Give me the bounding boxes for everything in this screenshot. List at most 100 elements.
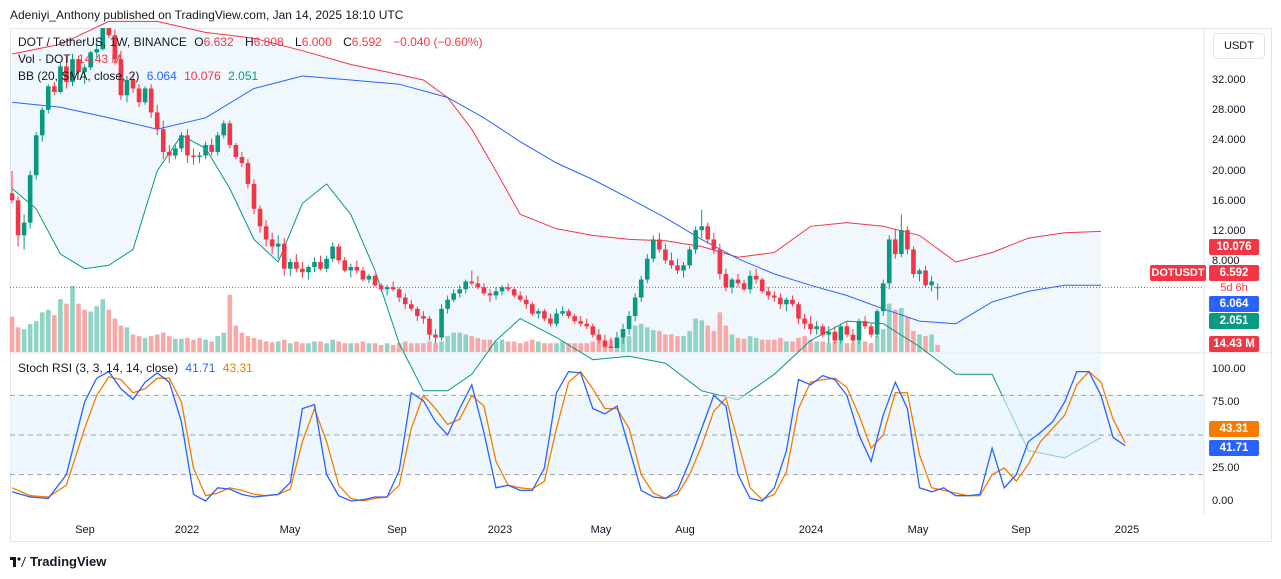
symbol-name[interactable]: DOT / TetherUS, 1W, BINANCE — [18, 35, 187, 49]
candle-body — [530, 304, 535, 314]
candle-body — [451, 293, 456, 300]
volume-bar — [197, 337, 202, 352]
candle-body — [765, 291, 771, 296]
price-tick: 20.000 — [1212, 165, 1246, 177]
candle-body — [142, 88, 148, 103]
candle-body — [354, 267, 360, 271]
countdown-badge: 5d 6h — [1220, 282, 1248, 294]
candle-body — [523, 299, 529, 305]
volume-bar — [402, 341, 408, 352]
volume-bar — [427, 341, 432, 352]
candle-body — [396, 289, 402, 298]
candle-body — [711, 239, 717, 250]
volume-bar — [306, 343, 311, 352]
tradingview-logo[interactable]: TradingView — [10, 554, 106, 569]
volume-bar — [130, 334, 136, 352]
candle-body — [209, 145, 214, 152]
time-tick: Sep — [387, 524, 407, 536]
candle-body — [130, 80, 136, 89]
time-tick: May — [590, 524, 612, 536]
candle-body — [33, 135, 39, 176]
candle-body — [52, 86, 57, 93]
volume-bar — [747, 336, 753, 352]
candle-body — [487, 293, 493, 296]
volume-bar — [360, 341, 366, 352]
volume-badge: 14.43 M — [1209, 336, 1259, 352]
volume-bar — [759, 339, 765, 352]
volume-bar — [185, 337, 190, 352]
volume-bar — [899, 308, 904, 352]
volume-label[interactable]: Vol · DOT — [18, 52, 71, 66]
candle-body — [886, 239, 892, 284]
time-tick: May — [279, 524, 301, 536]
candle-body — [669, 260, 674, 266]
volume-bar — [70, 286, 75, 352]
volume-bar — [626, 336, 632, 352]
volume-bar — [233, 325, 239, 352]
volume-bar — [844, 343, 850, 352]
volume-bar — [778, 337, 783, 352]
volume-bar — [318, 341, 323, 352]
candle-body — [548, 318, 553, 324]
candle-body — [233, 145, 239, 158]
currency-button[interactable]: USDT — [1213, 33, 1265, 59]
bb-upper-badge: 10.076 — [1209, 239, 1259, 255]
volume-bar — [560, 341, 565, 352]
candle-body — [808, 323, 813, 330]
bb-lower-value: 2.051 — [228, 69, 259, 83]
candle-body — [693, 230, 698, 250]
candle-body — [493, 291, 499, 296]
candle-body — [741, 283, 747, 290]
candle-body — [620, 329, 626, 338]
stoch-tick: 100.00 — [1212, 363, 1246, 375]
volume-bar — [300, 343, 305, 352]
volume-bar — [245, 336, 251, 352]
candle-body — [880, 283, 886, 312]
candle-body — [58, 66, 63, 93]
volume-bar — [741, 338, 747, 352]
candle-body — [644, 258, 650, 280]
ticker-badge: DOTUSDT — [1150, 265, 1206, 281]
candle-body — [638, 279, 644, 298]
candle-body — [796, 304, 801, 319]
stoch-label[interactable]: Stoch RSI (3, 3, 14, 14, close) — [18, 361, 179, 375]
volume-bar — [935, 344, 940, 352]
candle-body — [433, 334, 438, 338]
candle-body — [632, 297, 638, 317]
volume-bar — [572, 343, 577, 352]
volume-bar — [288, 343, 293, 352]
price-tick: 16.000 — [1212, 195, 1246, 207]
volume-bar — [850, 343, 856, 352]
bb-label[interactable]: BB (20, SMA, close, 2) — [18, 69, 140, 83]
stoch-tick: 75.00 — [1212, 396, 1240, 408]
volume-value: 14.43 M — [78, 52, 122, 66]
candle-body — [820, 326, 825, 335]
volume-bar — [457, 332, 462, 352]
volume-bar — [21, 329, 27, 352]
candle-body — [699, 226, 704, 231]
candle-body — [124, 80, 130, 96]
volume-bar — [39, 312, 45, 352]
tradingview-icon — [10, 557, 26, 567]
candle-body — [148, 88, 154, 113]
volume-bar — [94, 306, 99, 352]
candle-body — [481, 287, 487, 294]
volume-bar — [76, 303, 81, 352]
volume-bar — [493, 341, 499, 352]
candle-body — [681, 265, 686, 271]
volume-bar — [251, 337, 257, 352]
volume-bar — [530, 339, 535, 352]
volume-bar — [874, 336, 880, 352]
time-tick: 2022 — [174, 524, 200, 536]
volume-bar — [415, 343, 420, 352]
candle-body — [275, 243, 281, 247]
candle-body — [657, 239, 662, 250]
volume-bar — [542, 343, 547, 352]
candle-body — [735, 279, 741, 284]
candle-body — [318, 262, 323, 269]
candle-body — [378, 285, 384, 290]
candle-body — [415, 308, 420, 317]
volume-bar — [711, 330, 717, 352]
candle-body — [402, 297, 408, 305]
